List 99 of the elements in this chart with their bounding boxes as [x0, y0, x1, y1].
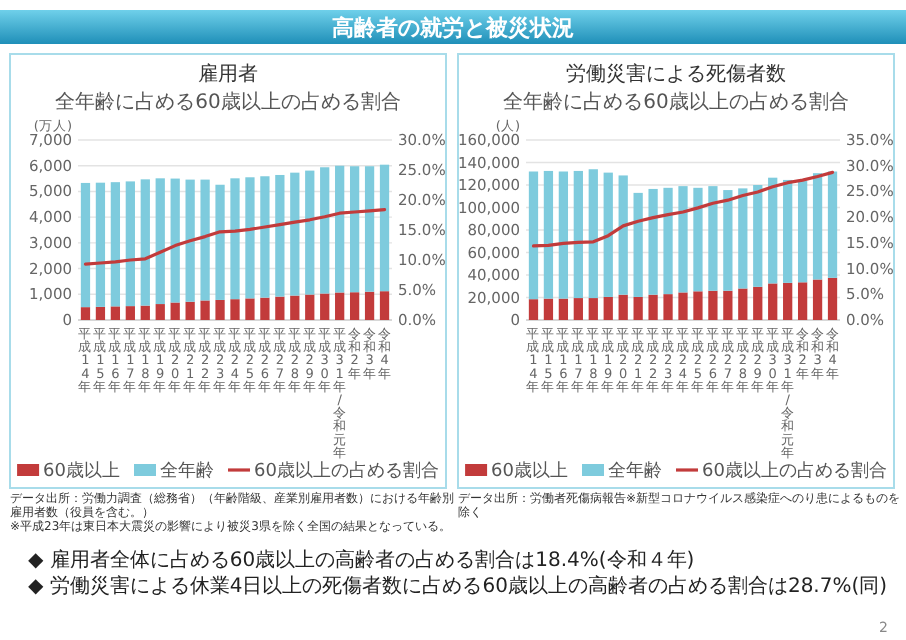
bar	[573, 298, 583, 320]
bar	[693, 187, 703, 292]
bar	[80, 307, 91, 320]
bar	[125, 181, 135, 307]
bar	[528, 299, 539, 320]
bar	[260, 297, 270, 320]
bar	[200, 300, 210, 320]
bar	[140, 305, 150, 320]
bar	[812, 173, 823, 280]
bar	[543, 170, 554, 299]
chart-subtitle: 全年齢に占める60歳以上の占める割合	[503, 90, 849, 114]
chart-subtitle: 全年齢に占める60歳以上の占める割合	[55, 90, 401, 114]
bar	[678, 292, 688, 320]
legend-label: 60歳以上	[43, 460, 120, 482]
bar	[603, 172, 613, 297]
text: ◆ 雇用者全体に占める60歳以上の高齢者の占める割合は18.4%(令和４年)	[28, 548, 695, 572]
bar	[603, 296, 613, 320]
chart-title: 雇用者	[198, 62, 258, 86]
bar	[170, 302, 180, 320]
bar	[349, 292, 360, 320]
bar	[708, 290, 718, 320]
bar	[678, 186, 688, 293]
bar	[768, 177, 778, 284]
bar	[588, 169, 598, 299]
legend-label: 60歳以上	[491, 460, 568, 482]
bar	[379, 164, 390, 292]
bar	[364, 291, 375, 320]
bar	[230, 178, 240, 300]
bar	[738, 188, 748, 289]
bar	[528, 171, 539, 300]
bar	[379, 291, 390, 320]
bar	[827, 277, 838, 320]
text: 高齢者の就労と被災状況	[332, 15, 574, 41]
bar	[335, 292, 345, 320]
bar	[125, 306, 135, 320]
bar	[812, 279, 823, 320]
bar	[200, 179, 210, 301]
bar	[155, 304, 165, 320]
bar	[349, 166, 360, 293]
bar	[648, 188, 658, 295]
bar	[827, 171, 838, 278]
bar	[170, 178, 180, 303]
bar	[245, 298, 255, 320]
bar	[723, 190, 733, 291]
chart-title: 労働災害による死傷者数	[566, 62, 786, 86]
bar	[618, 175, 628, 295]
bar	[573, 170, 583, 299]
bar	[140, 179, 150, 306]
bar	[80, 182, 91, 308]
bar	[185, 301, 195, 320]
bar	[110, 306, 121, 320]
bar	[768, 283, 778, 320]
text: ◆ 労働災害による休業4日以上の死傷者数に占める60歳以上の高齢者の占める割合は28.7%(同)	[28, 574, 888, 598]
bar	[797, 282, 808, 320]
bar	[753, 185, 763, 287]
bar	[95, 182, 106, 307]
bar	[663, 187, 673, 295]
bar	[290, 295, 300, 320]
bar	[155, 178, 165, 305]
bar	[708, 186, 718, 291]
bar	[633, 192, 643, 297]
bar	[738, 288, 748, 320]
bar	[588, 298, 598, 320]
bar	[320, 167, 330, 294]
legend-label: 60歳以上の占める割合	[254, 460, 439, 482]
bar	[260, 176, 270, 298]
bar	[275, 296, 285, 320]
bar	[797, 181, 808, 283]
bar	[543, 298, 554, 320]
bar	[335, 165, 345, 293]
bar	[305, 170, 315, 295]
bar	[648, 294, 658, 320]
bar	[95, 306, 106, 320]
bar	[753, 286, 763, 320]
bar	[723, 290, 733, 320]
bar	[558, 171, 569, 299]
legend-label: 60歳以上の占める割合	[702, 460, 887, 482]
line-series	[531, 170, 835, 248]
bar	[245, 177, 255, 299]
bar	[663, 294, 673, 320]
bar	[364, 166, 375, 292]
bar	[783, 282, 793, 320]
bar	[215, 299, 225, 320]
bar	[633, 296, 643, 320]
bar	[215, 184, 225, 300]
legend-label: 全年齢	[608, 460, 662, 482]
bar	[110, 182, 121, 307]
bar	[783, 179, 793, 283]
bar	[693, 291, 703, 320]
bar	[320, 293, 330, 320]
bar	[275, 174, 285, 297]
bar	[305, 294, 315, 320]
bar	[230, 299, 240, 320]
line-series	[83, 208, 387, 266]
bar	[290, 172, 300, 296]
bar	[618, 294, 628, 320]
bar	[558, 298, 569, 320]
bar	[185, 179, 195, 302]
legend-label: 全年齢	[160, 460, 214, 482]
